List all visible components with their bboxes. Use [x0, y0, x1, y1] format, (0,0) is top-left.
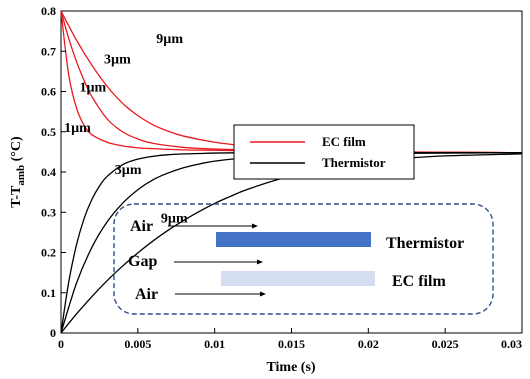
y-tick-label: 0.2	[41, 246, 56, 260]
inset-label-air-top: Air	[130, 218, 153, 235]
x-tick-label: 0.01	[204, 337, 225, 351]
curve-label: 1µm	[64, 121, 91, 136]
x-axis-title: Time (s)	[266, 360, 315, 375]
legend-box	[233, 124, 415, 180]
inset-schematic: Air Thermistor Gap EC film Air	[113, 203, 494, 315]
y-axis-title-subscript: amb	[15, 165, 27, 186]
y-tick-label: 0.1	[41, 286, 56, 300]
curve-annotations: 9µm 3µm 1µm 1µm 3µm 9µm	[64, 32, 188, 226]
thermistor-layer	[216, 232, 371, 247]
y-axis-title-main: T-T	[9, 185, 24, 208]
x-tick-label: 0	[58, 337, 64, 351]
y-tick-label: 0	[50, 326, 56, 340]
arrowhead-gap	[257, 259, 263, 265]
curve-label: 9µm	[161, 211, 188, 226]
y-axis: 0 0.1 0.2 0.3 0.4 0.5 0.6 0.7 0.8	[41, 4, 66, 340]
inset-label-ec-film: EC film	[392, 273, 446, 290]
legend-label-thermistor: Thermistor	[322, 155, 386, 170]
x-tick-label: 0.025	[432, 337, 459, 351]
x-axis: 0 0.005 0.01 0.015 0.02 0.025 0.03	[58, 328, 523, 351]
y-tick-label: 0.7	[41, 44, 56, 58]
y-tick-label: 0.5	[41, 125, 56, 139]
curve-label: 9µm	[156, 32, 183, 47]
y-tick-label: 0.8	[41, 4, 56, 18]
ec-film-layer	[221, 271, 375, 286]
x-tick-label: 0.005	[124, 337, 151, 351]
arrowhead-air-top	[252, 223, 258, 229]
y-tick-label: 0.3	[41, 205, 56, 219]
arrowhead-air-bottom	[260, 291, 266, 297]
curve-label: 1µm	[79, 81, 106, 96]
y-axis-title-unit: (°C)	[9, 136, 24, 165]
x-tick-label: 0.015	[278, 337, 305, 351]
inset-label-thermistor: Thermistor	[386, 235, 464, 252]
x-tick-label: 0.03	[501, 337, 522, 351]
x-tick-label: 0.02	[358, 337, 379, 351]
legend: EC film Thermistor	[233, 124, 415, 180]
inset-border	[113, 203, 494, 315]
y-tick-label: 0.6	[41, 85, 56, 99]
y-axis-title: T-Tamb (°C)	[9, 136, 27, 208]
y-tick-label: 0.4	[41, 165, 56, 179]
curve-label: 3µm	[104, 52, 131, 67]
inset-label-air-bottom: Air	[135, 286, 158, 303]
inset-label-gap: Gap	[128, 253, 157, 270]
curve-label: 3µm	[115, 163, 142, 178]
legend-label-ec-film: EC film	[322, 134, 366, 149]
